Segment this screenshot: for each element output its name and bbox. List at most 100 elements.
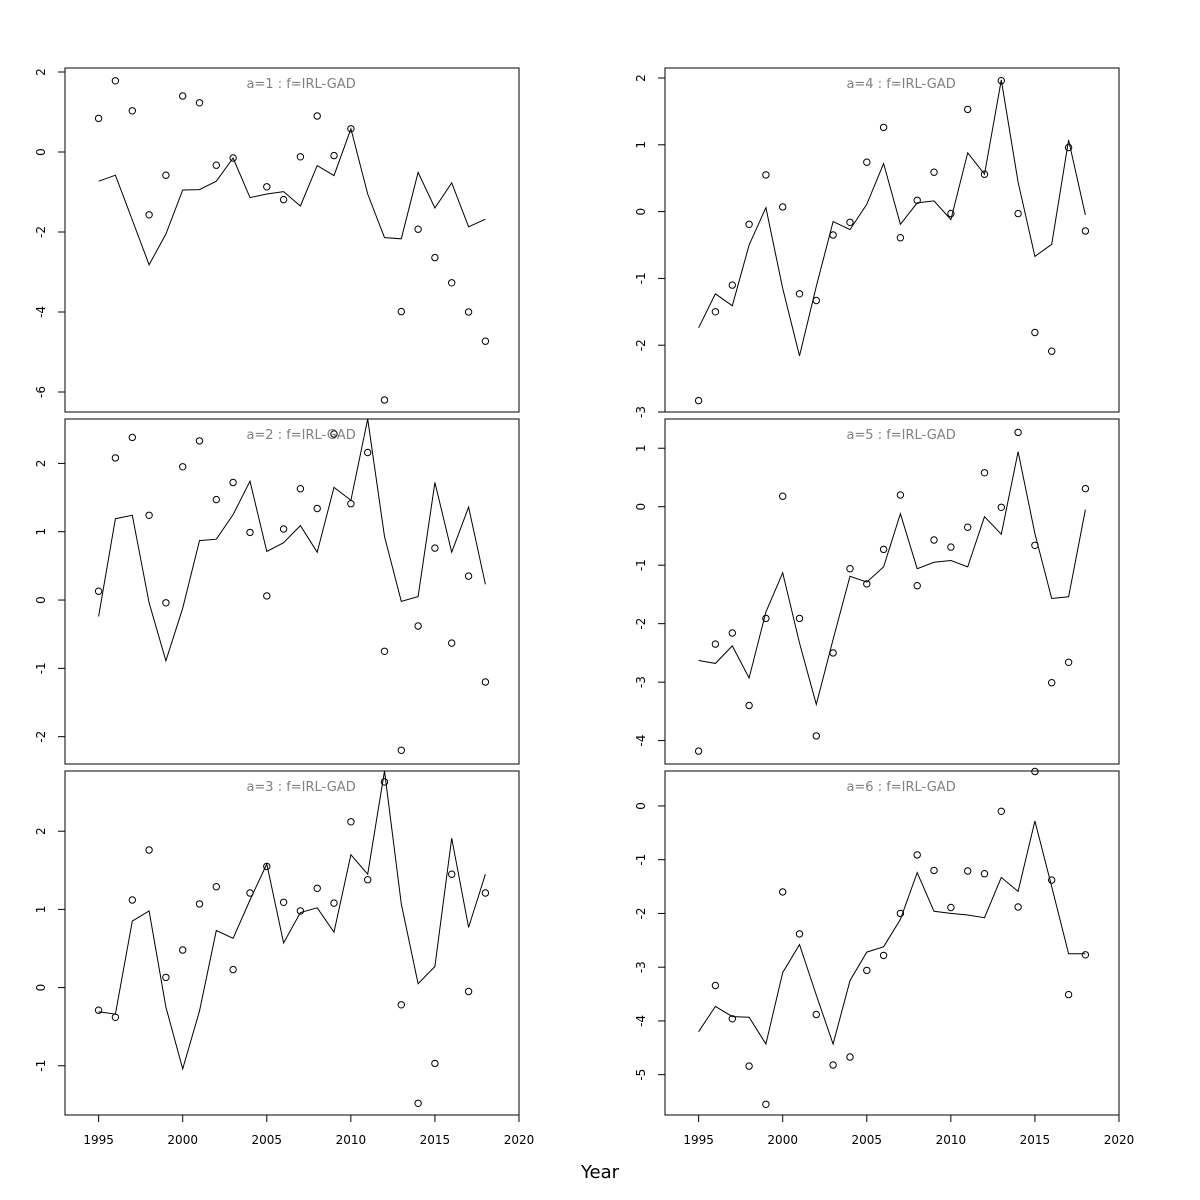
observed-point: [145, 211, 153, 219]
panel-title: a=5 : f=IRL-GAD: [846, 428, 955, 443]
y-tick-label: -3: [634, 961, 648, 973]
observed-point: [296, 907, 305, 915]
observed-point: [380, 647, 389, 655]
observed-point: [879, 951, 888, 960]
observed-point: [111, 454, 120, 462]
observed-point: [330, 899, 338, 907]
observed-point: [431, 1059, 439, 1068]
x-tick-label: 2010: [336, 1133, 367, 1147]
observed-point: [347, 125, 355, 133]
observed-point: [1064, 658, 1073, 666]
observed-point: [111, 77, 120, 85]
observed-point: [728, 281, 736, 289]
observed-point: [94, 587, 103, 595]
y-tick-label: 2: [634, 74, 648, 82]
x-tick-label: 2000: [167, 1133, 198, 1147]
x-tick-label: 2015: [420, 1133, 451, 1147]
observed-point: [179, 92, 187, 100]
observed-point: [879, 545, 888, 554]
observed-point: [414, 1099, 422, 1108]
plot-frame: [64, 770, 520, 1116]
observed-point: [313, 504, 321, 513]
observed-point: [964, 105, 972, 114]
observed-point: [448, 639, 456, 647]
panel-a5: a=5 : f=IRL-GAD 1 0 -1 -2 -3 -4: [634, 418, 1120, 765]
y-tick-label: 0: [634, 802, 648, 810]
y-tick-label: 1: [634, 444, 648, 452]
x-tick-label: 2005: [852, 1133, 883, 1147]
y-tick-label: -1: [634, 559, 648, 571]
y-tick-label: -4: [34, 306, 48, 318]
y-tick-label: 0: [634, 503, 648, 511]
observed-point: [347, 500, 355, 508]
panel-a6: a=6 : f=IRL-GAD 0 -1 -2 -3 -4 -5 1995 2000 2005 20…: [634, 767, 1134, 1147]
observed-point: [179, 946, 187, 954]
observed-point: [694, 396, 703, 405]
plot-frame: [664, 770, 1120, 1116]
fitted-line: [698, 79, 1086, 357]
plot-frame: [664, 418, 1120, 765]
observed-point: [863, 158, 871, 166]
observed-point: [195, 900, 204, 908]
observed-point: [448, 870, 456, 878]
plot-frame: [64, 418, 520, 765]
observed-point: [195, 99, 204, 107]
observed-point: [162, 973, 170, 982]
observed-point: [980, 870, 989, 878]
observed-point: [1031, 328, 1039, 337]
observed-point: [1014, 209, 1022, 218]
observed-point: [711, 981, 720, 990]
y-tick-label: 0: [634, 208, 648, 216]
panel-title: a=1 : f=IRL-GAD: [246, 77, 355, 92]
x-tick-label: 1995: [683, 1133, 714, 1147]
y-tick-label: -6: [34, 386, 48, 398]
observed-point: [762, 614, 770, 623]
observed-point: [1014, 428, 1022, 437]
observed-point: [846, 565, 854, 573]
observed-point: [812, 732, 820, 740]
panel-a2: a=2 : f=IRL-GAD 2 1 0 -1 -2: [34, 418, 520, 765]
observed-point: [128, 896, 137, 904]
observed-point: [795, 614, 804, 623]
observed-point: [246, 528, 254, 537]
observed-point: [863, 966, 871, 975]
observed-point: [947, 903, 955, 912]
observed-point: [762, 1100, 770, 1109]
observed-point: [997, 77, 1005, 85]
fitted-line: [98, 771, 486, 1071]
observed-point: [947, 209, 955, 218]
panel-title: a=6 : f=IRL-GAD: [846, 780, 955, 795]
observed-point: [829, 231, 837, 239]
observed-point: [1031, 767, 1039, 776]
observed-point: [1014, 903, 1022, 911]
observed-point: [229, 154, 237, 162]
observed-point: [414, 622, 422, 630]
observed-point: [212, 495, 221, 504]
y-tick-label: 2: [34, 827, 48, 835]
fitted-line: [98, 419, 486, 663]
observed-point: [1081, 227, 1090, 235]
observed-point: [829, 649, 837, 657]
y-tick-label: 2: [34, 460, 48, 468]
observed-point: [179, 463, 187, 471]
observed-point: [711, 640, 720, 648]
y-tick-label: -2: [34, 226, 48, 238]
observed-point: [229, 478, 237, 487]
observed-point: [812, 1010, 820, 1019]
observed-point: [397, 746, 405, 754]
observed-point: [711, 308, 720, 316]
y-tick-label: 0: [34, 148, 48, 156]
observed-point: [414, 225, 422, 233]
y-tick-label: 0: [34, 984, 48, 992]
observed-point: [347, 818, 355, 826]
observed-point: [879, 123, 888, 132]
observed-point: [380, 778, 389, 786]
y-tick-label: -2: [634, 618, 648, 630]
x-tick-label: 2000: [767, 1133, 798, 1147]
observed-point: [364, 876, 372, 884]
x-tick-label: 1995: [83, 1133, 114, 1147]
observed-point: [997, 807, 1005, 815]
observed-point: [930, 168, 938, 176]
observed-point: [913, 851, 921, 859]
observed-point: [296, 485, 305, 493]
